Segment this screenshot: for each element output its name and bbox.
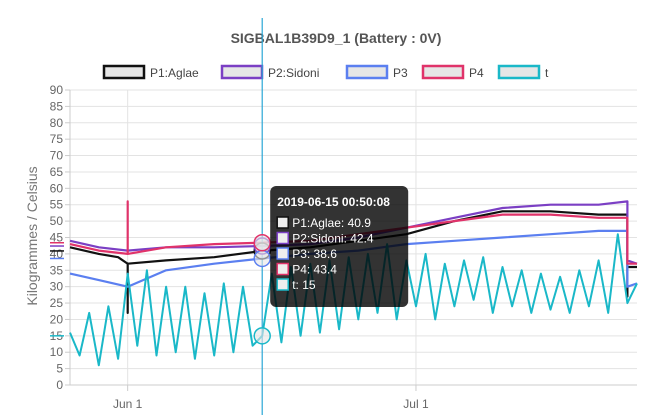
y-tick-label: 45 bbox=[50, 231, 64, 245]
tooltip-title: 2019-06-15 00:50:08 bbox=[277, 195, 390, 209]
hover-marker bbox=[253, 233, 271, 252]
y-tick-label: 35 bbox=[50, 263, 64, 277]
tooltip-line: P2:Sidoni: 42.4 bbox=[292, 232, 374, 246]
legend-label: P3 bbox=[393, 66, 408, 80]
tooltip-line: t: 15 bbox=[292, 278, 316, 292]
legend-item[interactable]: P4 bbox=[421, 64, 484, 80]
x-axis-ticks: Jun 1 Jul 1 bbox=[70, 384, 637, 411]
legend-label: P2:Sidoni bbox=[268, 66, 319, 80]
legend-item[interactable]: P1:Aglae bbox=[102, 64, 199, 80]
legend-item[interactable]: P3 bbox=[345, 64, 408, 80]
y-tick-label: 70 bbox=[50, 149, 64, 163]
y-tick-label: 65 bbox=[50, 165, 64, 179]
legend-swatch bbox=[497, 64, 541, 80]
tooltip-box bbox=[270, 186, 409, 307]
chart-title: SIGBAL1B39D9_1 (Battery : 0V) bbox=[231, 30, 442, 46]
hover-marker bbox=[253, 327, 271, 345]
y-axis-label: Kilogrammes / Celsius bbox=[24, 166, 40, 305]
x-tick-label: Jul 1 bbox=[403, 397, 429, 411]
y-tick-label: 50 bbox=[50, 214, 64, 228]
tooltip-swatch bbox=[276, 247, 289, 260]
y-tick-label: 60 bbox=[50, 181, 64, 195]
tooltip-swatch bbox=[276, 216, 289, 229]
tooltip: 2019-06-15 00:50:08 P1:Aglae: 40.9 P2:Sido… bbox=[270, 186, 409, 307]
y-tick-label: 5 bbox=[56, 362, 63, 376]
x-tick-label: Jun 1 bbox=[113, 397, 143, 411]
y-tick-label: 30 bbox=[50, 280, 64, 294]
legend-label: P1:Aglae bbox=[150, 66, 199, 80]
legend-item[interactable]: P2:Sidoni bbox=[220, 64, 319, 80]
y-tick-label: 55 bbox=[50, 198, 64, 212]
y-tick-label: 90 bbox=[50, 83, 64, 97]
legend-swatch bbox=[421, 64, 465, 80]
legend-label: P4 bbox=[469, 66, 484, 80]
y-tick-label: 20 bbox=[50, 312, 64, 326]
y-tick-label: 0 bbox=[56, 378, 63, 392]
legend-label: t bbox=[545, 66, 549, 80]
legend: P1:Aglae P2:Sidoni P3 P4 t bbox=[102, 64, 549, 80]
tooltip-line: P3: 38.6 bbox=[292, 247, 337, 261]
y-tick-label: 85 bbox=[50, 99, 64, 113]
tooltip-line: P4: 43.4 bbox=[292, 263, 337, 277]
hover-marker bbox=[253, 249, 271, 268]
y-tick-label: 10 bbox=[50, 345, 64, 359]
y-tick-label: 80 bbox=[50, 116, 64, 130]
tooltip-swatch bbox=[276, 278, 289, 291]
tooltip-swatch bbox=[276, 262, 289, 276]
tooltip-swatch bbox=[276, 231, 289, 245]
y-tick-label: 25 bbox=[50, 296, 64, 310]
legend-swatch bbox=[102, 64, 146, 80]
legend-item[interactable]: t bbox=[497, 64, 549, 80]
legend-swatch bbox=[220, 64, 264, 80]
hover-layer bbox=[50, 18, 271, 415]
tooltip-line: P1:Aglae: 40.9 bbox=[292, 216, 371, 230]
legend-swatch bbox=[345, 64, 389, 80]
y-tick-label: 75 bbox=[50, 132, 64, 146]
